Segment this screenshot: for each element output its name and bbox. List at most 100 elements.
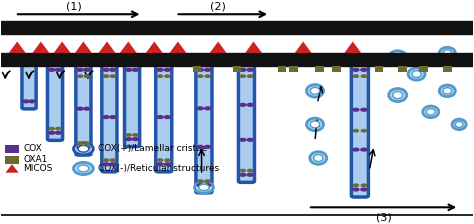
Polygon shape [9, 41, 26, 53]
Bar [316, 66, 324, 72]
Text: COX(+)/Lamellar cristae: COX(+)/Lamellar cristae [98, 144, 207, 153]
Ellipse shape [126, 133, 132, 137]
Ellipse shape [412, 71, 421, 78]
Ellipse shape [314, 155, 323, 162]
Ellipse shape [452, 119, 466, 130]
Ellipse shape [197, 106, 204, 110]
Ellipse shape [199, 184, 209, 191]
Polygon shape [295, 41, 312, 53]
Ellipse shape [239, 169, 246, 172]
Ellipse shape [246, 173, 254, 177]
Ellipse shape [360, 108, 368, 112]
Bar [332, 66, 340, 72]
Ellipse shape [247, 169, 254, 172]
Bar [5, 145, 18, 153]
Ellipse shape [22, 99, 30, 103]
Ellipse shape [352, 108, 360, 112]
Ellipse shape [76, 68, 84, 72]
Bar [233, 66, 241, 72]
Ellipse shape [360, 147, 368, 152]
Ellipse shape [204, 74, 211, 78]
Bar [398, 66, 407, 72]
Ellipse shape [246, 138, 254, 142]
Ellipse shape [389, 51, 407, 64]
Ellipse shape [164, 115, 171, 119]
Ellipse shape [125, 68, 133, 72]
FancyBboxPatch shape [238, 65, 255, 182]
Ellipse shape [48, 131, 55, 135]
Ellipse shape [164, 162, 171, 166]
Ellipse shape [246, 68, 254, 72]
FancyBboxPatch shape [76, 65, 91, 155]
Ellipse shape [164, 68, 171, 72]
Ellipse shape [132, 133, 139, 137]
Text: MICOS: MICOS [23, 164, 53, 173]
Ellipse shape [361, 129, 367, 133]
Ellipse shape [204, 106, 211, 110]
Text: (1): (1) [66, 2, 82, 11]
Ellipse shape [103, 74, 109, 78]
Ellipse shape [360, 187, 368, 192]
Bar [5, 156, 18, 164]
Ellipse shape [83, 74, 90, 78]
Ellipse shape [246, 103, 254, 107]
Ellipse shape [197, 68, 204, 72]
Ellipse shape [239, 74, 246, 78]
FancyBboxPatch shape [102, 65, 117, 172]
Ellipse shape [77, 74, 83, 78]
Ellipse shape [78, 145, 89, 152]
Ellipse shape [55, 127, 62, 131]
Ellipse shape [353, 74, 359, 78]
Bar [443, 66, 452, 72]
FancyBboxPatch shape [196, 65, 212, 193]
Polygon shape [54, 41, 71, 53]
Ellipse shape [204, 68, 211, 72]
FancyBboxPatch shape [125, 65, 140, 147]
Ellipse shape [194, 182, 213, 193]
Ellipse shape [48, 127, 55, 131]
Ellipse shape [307, 84, 323, 97]
FancyBboxPatch shape [47, 65, 63, 140]
Ellipse shape [55, 131, 62, 135]
Ellipse shape [393, 54, 402, 61]
Bar [278, 66, 286, 72]
Polygon shape [210, 41, 227, 53]
Ellipse shape [307, 118, 323, 131]
Ellipse shape [239, 138, 246, 142]
Bar [290, 66, 298, 72]
Ellipse shape [352, 147, 360, 152]
Text: COX: COX [23, 144, 42, 153]
FancyBboxPatch shape [351, 65, 368, 197]
Ellipse shape [73, 143, 93, 155]
Ellipse shape [197, 145, 204, 149]
Ellipse shape [204, 145, 211, 149]
Bar [374, 66, 383, 72]
Ellipse shape [76, 145, 84, 150]
Ellipse shape [204, 179, 211, 183]
Ellipse shape [204, 183, 211, 187]
Polygon shape [344, 41, 361, 53]
Ellipse shape [455, 122, 463, 127]
Ellipse shape [239, 173, 246, 177]
Ellipse shape [247, 74, 254, 78]
Ellipse shape [197, 74, 204, 78]
Bar [0, 53, 474, 66]
Text: (2): (2) [210, 2, 226, 11]
Ellipse shape [132, 137, 139, 141]
Ellipse shape [102, 162, 110, 166]
Ellipse shape [73, 162, 93, 174]
Ellipse shape [76, 107, 84, 111]
Ellipse shape [353, 183, 359, 187]
Ellipse shape [310, 87, 319, 94]
Ellipse shape [164, 74, 171, 78]
Ellipse shape [352, 187, 360, 192]
Ellipse shape [103, 158, 109, 162]
Text: OXA1: OXA1 [23, 155, 48, 164]
Ellipse shape [197, 179, 204, 183]
FancyBboxPatch shape [156, 65, 172, 172]
Ellipse shape [164, 158, 171, 162]
Ellipse shape [109, 115, 117, 119]
Ellipse shape [125, 137, 133, 141]
Text: COX(-)/Reticular structures: COX(-)/Reticular structures [98, 164, 219, 173]
Ellipse shape [352, 68, 360, 72]
